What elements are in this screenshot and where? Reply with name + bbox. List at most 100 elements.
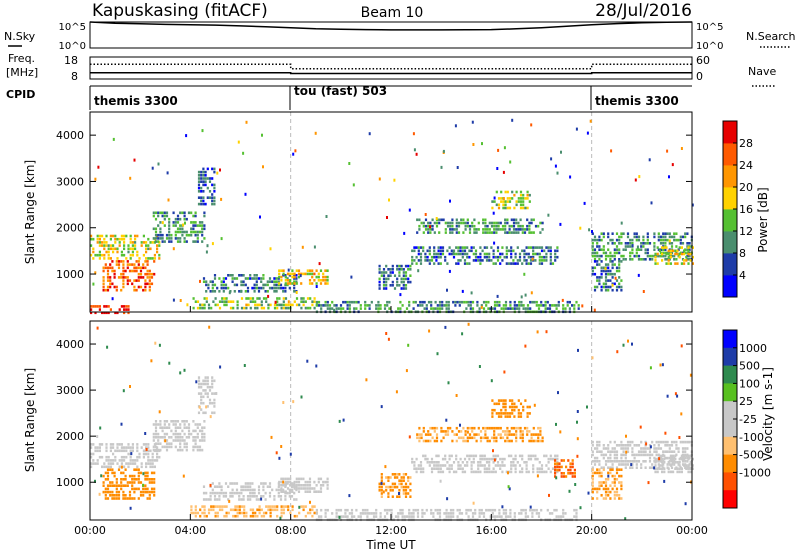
scatter-cell bbox=[675, 258, 678, 261]
scatter-cell bbox=[510, 224, 513, 228]
scatter-cell bbox=[490, 457, 493, 461]
scatter-cell bbox=[600, 484, 603, 487]
scatter-cell bbox=[512, 221, 516, 225]
scatter-cell bbox=[335, 512, 338, 515]
scatter-cell bbox=[185, 420, 188, 423]
scatter-cell bbox=[302, 272, 305, 276]
scatter-cell bbox=[202, 411, 205, 415]
scatter-cell bbox=[502, 206, 505, 210]
scatter-cell bbox=[471, 307, 475, 310]
scatter-cell bbox=[534, 246, 537, 249]
scatter-cell bbox=[346, 304, 349, 307]
scatter-cell bbox=[516, 259, 519, 262]
scatter-cell bbox=[501, 246, 504, 249]
scatter-cell bbox=[685, 255, 688, 259]
scatter-cell bbox=[311, 508, 314, 512]
scatter-cell bbox=[112, 244, 115, 247]
scatter-cell bbox=[598, 474, 601, 478]
scatter-cell bbox=[472, 252, 475, 256]
scatter-cell bbox=[126, 481, 129, 484]
scatter-cell bbox=[276, 508, 279, 512]
scatter-cell bbox=[516, 461, 519, 464]
scatter-cell bbox=[656, 467, 659, 470]
scatter-cell bbox=[644, 466, 647, 469]
speckle bbox=[385, 332, 388, 335]
speckle bbox=[386, 216, 388, 219]
scatter-cell bbox=[137, 497, 140, 500]
scatter-cell bbox=[201, 439, 204, 442]
speckle bbox=[94, 177, 97, 181]
noise-sky-line bbox=[89, 21, 693, 31]
scatter-cell bbox=[120, 478, 123, 481]
scatter-cell bbox=[220, 491, 223, 495]
scatter-cell bbox=[278, 275, 281, 279]
scatter-cell bbox=[518, 307, 521, 310]
scatter-cell bbox=[206, 382, 209, 386]
scatter-cell bbox=[404, 287, 408, 290]
scatter-cell bbox=[344, 512, 347, 515]
scatter-cell bbox=[255, 274, 258, 277]
scatter-cell bbox=[620, 447, 623, 450]
scatter-cell bbox=[662, 450, 665, 453]
velocity-colorbar-swatch bbox=[723, 490, 737, 509]
scatter-cell bbox=[192, 306, 195, 310]
scatter-cell bbox=[170, 233, 173, 237]
scatter-cell bbox=[506, 430, 509, 433]
scatter-cell bbox=[611, 266, 614, 270]
scatter-cell bbox=[197, 190, 201, 193]
scatter-cell bbox=[124, 478, 127, 481]
scatter-cell bbox=[637, 258, 641, 261]
scatter-cell bbox=[244, 283, 247, 287]
scatter-cell bbox=[553, 304, 556, 307]
scatter-cell bbox=[213, 379, 216, 383]
scatter-cell bbox=[161, 426, 164, 429]
scatter-cell bbox=[556, 249, 559, 253]
scatter-cell bbox=[154, 445, 158, 449]
scatter-cell bbox=[531, 512, 534, 515]
scatter-cell bbox=[515, 307, 519, 310]
speckle bbox=[259, 215, 261, 219]
scatter-cell bbox=[138, 257, 141, 260]
scatter-cell bbox=[183, 240, 186, 243]
scatter-cell bbox=[156, 452, 159, 456]
scatter-cell bbox=[380, 473, 383, 476]
scatter-cell bbox=[196, 448, 199, 452]
scatter-cell bbox=[429, 439, 432, 443]
scatter-cell bbox=[421, 515, 424, 518]
scatter-cell bbox=[490, 221, 494, 225]
scatter-cell bbox=[536, 457, 539, 461]
scatter-cell bbox=[513, 193, 516, 197]
scatter-cell bbox=[521, 262, 524, 265]
scatter-cell bbox=[673, 440, 676, 444]
scatter-cell bbox=[540, 259, 544, 262]
scatter-cell bbox=[452, 249, 456, 253]
scatter-region bbox=[378, 473, 412, 498]
scatter-cell bbox=[116, 449, 119, 453]
scatter-cell bbox=[515, 439, 518, 443]
speckle bbox=[560, 150, 562, 154]
scatter-cell bbox=[125, 455, 128, 459]
scatter-cell bbox=[542, 304, 545, 307]
scatter-cell bbox=[244, 488, 247, 492]
speckle bbox=[279, 516, 282, 520]
scatter-cell bbox=[150, 276, 154, 279]
speckle bbox=[671, 163, 674, 167]
scatter-cell bbox=[118, 237, 121, 241]
scatter-cell bbox=[419, 255, 423, 259]
scatter-cell bbox=[517, 426, 520, 430]
scatter-cell bbox=[161, 429, 164, 433]
scatter-cell bbox=[493, 228, 496, 231]
scatter-cell bbox=[165, 448, 169, 452]
scatter-cell bbox=[282, 505, 285, 508]
scatter-cell bbox=[222, 283, 225, 287]
scatter-cell bbox=[278, 282, 281, 285]
scatter-cell bbox=[637, 235, 641, 239]
speckle bbox=[260, 497, 263, 501]
scatter-cell bbox=[422, 439, 425, 443]
scatter-cell bbox=[346, 515, 349, 518]
scatter-cell bbox=[512, 426, 516, 430]
scatter-cell bbox=[216, 303, 219, 307]
scatter-cell bbox=[448, 464, 451, 467]
scatter-cell bbox=[507, 515, 510, 518]
scatter-cell bbox=[98, 237, 101, 241]
